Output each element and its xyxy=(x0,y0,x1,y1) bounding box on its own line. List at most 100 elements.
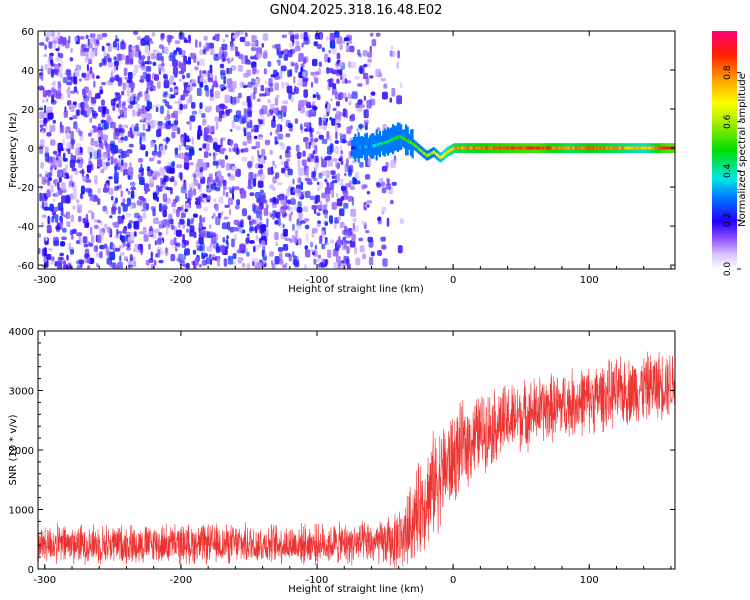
spectrogram-noise-cell xyxy=(223,216,229,220)
spectrogram-noise-cell xyxy=(160,33,165,39)
spectrogram-frame xyxy=(37,30,676,270)
spectrogram-noise-cell xyxy=(246,251,250,257)
spectrogram-noise-cell xyxy=(351,233,356,242)
spectrogram-noise-cell xyxy=(377,216,382,222)
spectrogram-noise-cell xyxy=(82,217,87,224)
spectrogram-noise-cell xyxy=(159,203,162,212)
spectrogram-noise-cell xyxy=(325,259,328,266)
spectrogram-noise-cell xyxy=(112,40,118,48)
spectrogram-noise-cell xyxy=(344,231,351,239)
spectrogram-trace-cell xyxy=(393,137,396,141)
spectrogram-trace-cell xyxy=(418,147,421,151)
spectrogram-noise-cell xyxy=(68,35,71,44)
colorbar-gradient xyxy=(712,31,737,269)
spectrogram-noise-cell xyxy=(155,106,159,113)
spectrogram-noise-cell xyxy=(211,85,215,90)
spectrogram-noise-cell xyxy=(280,206,286,214)
spectrogram-noise-cell xyxy=(345,49,351,53)
spectrogram-noise-cell xyxy=(50,99,57,105)
spectrogram-noise-cell xyxy=(71,167,77,172)
spectrogram-noise-cell xyxy=(310,154,315,159)
spectrogram-trace-cell xyxy=(458,146,462,150)
spectrogram-noise-cell xyxy=(115,247,121,252)
spectrogram-noise-cell xyxy=(78,215,82,222)
spectrogram-trace-cell xyxy=(517,146,520,150)
spectrogram-noise-cell xyxy=(55,48,60,52)
snr-series-layer xyxy=(38,351,675,568)
spectrogram-noise-cell xyxy=(127,167,134,176)
spectrogram-noise-cell xyxy=(80,185,85,195)
spectrogram-noise-cell xyxy=(185,193,188,200)
spectrogram-noise-cell xyxy=(315,162,319,170)
snr-x-label: Height of straight line (km) xyxy=(288,584,424,595)
snr-series-line xyxy=(38,351,675,568)
spectrogram-noise-cell xyxy=(63,260,67,266)
spectrogram-noise-cell xyxy=(79,170,85,174)
spectrogram-noise-cell xyxy=(148,125,151,131)
spectrogram-noise-cell xyxy=(349,240,356,248)
spectrogram-noise-cell xyxy=(113,131,119,140)
spectrogram-noise-cell xyxy=(268,87,274,92)
spectrogram-noise-cell xyxy=(208,152,212,157)
spectrogram-noise-cell xyxy=(304,249,311,258)
spectrogram-noise-cell xyxy=(295,32,300,36)
spectrogram-y-label: Frequency (Hz) xyxy=(8,112,19,188)
spectrogram-trace-cell xyxy=(489,146,493,150)
spectrogram-noise-cell xyxy=(376,183,382,188)
spectrogram-noise-cell xyxy=(213,142,218,150)
spectrogram-noise-cell xyxy=(251,36,257,42)
spectrogram-noise-cell xyxy=(202,49,206,54)
spectrogram-noise-cell xyxy=(386,177,390,183)
spectrogram-noise-cell xyxy=(245,32,248,38)
spectrogram-noise-cell xyxy=(39,145,44,155)
spectrogram-trace-cell xyxy=(663,146,666,150)
spectrogram-trace-cell xyxy=(664,146,667,150)
spectrogram-trace-cell xyxy=(625,146,628,150)
spectrogram-noise-cell xyxy=(269,184,275,190)
spectrogram-noise-cell xyxy=(335,101,340,107)
spectrogram-noise-cell xyxy=(107,57,112,63)
spectrogram-noise-cell xyxy=(70,104,75,113)
spectrogram-noise-cell xyxy=(103,223,108,230)
snr-panel: -300 -200 -100 0 100 0 1000 2000 3000 4000 Heigh… xyxy=(8,327,676,595)
spectrogram-noise-cell xyxy=(356,128,360,132)
spectrogram-noise-cell xyxy=(331,78,334,84)
spectrogram-noise-cell xyxy=(40,128,46,133)
spectrogram-noise-cell xyxy=(311,171,316,179)
spectrogram-noise-cell xyxy=(193,231,197,239)
spectrogram-noise-cell xyxy=(278,252,283,261)
spectrogram-noise-cell xyxy=(312,150,315,155)
spectrogram-noise-cell xyxy=(380,181,386,187)
spectrogram-noise-cell xyxy=(126,79,133,83)
spectrogram-noise-cell xyxy=(290,96,294,103)
spectrogram-noise-cell xyxy=(279,70,283,80)
spectrogram-noise-cell xyxy=(66,254,69,261)
spectrogram-noise-cell xyxy=(181,49,186,58)
spectrogram-noise-cell xyxy=(227,221,231,231)
spectrogram-noise-cell xyxy=(317,220,321,225)
spectrogram-noise-cell xyxy=(126,247,131,251)
spectrogram-noise-cell xyxy=(247,99,251,108)
spectrogram-noise-cell xyxy=(177,253,184,263)
spectrogram-noise-cell xyxy=(55,206,59,210)
spectrogram-noise-cell xyxy=(89,151,92,159)
spectrogram-noise-cell xyxy=(221,147,227,152)
spectrogram-noise-cell xyxy=(311,205,318,210)
spectrogram-noise-cell xyxy=(209,64,213,74)
spectrogram-noise-cell xyxy=(310,241,314,248)
spectrogram-noise-cell xyxy=(102,106,106,115)
spectrogram-noise-cell xyxy=(197,129,203,137)
spectrogram-noise-cell xyxy=(368,239,374,248)
spectrogram-noise-cell xyxy=(274,164,277,169)
spectrogram-trace-cell xyxy=(627,146,630,150)
spectrogram-noise-cell xyxy=(57,142,63,152)
spectrogram-noise-cell xyxy=(121,235,126,243)
snr-y-tick-label: 3000 xyxy=(9,387,34,398)
spectrogram-trace-cell xyxy=(589,146,592,150)
spectrogram-trace-cell xyxy=(447,149,450,153)
spectrogram-noise-cell xyxy=(68,181,75,187)
spectrogram-noise-cell xyxy=(212,160,219,166)
spectrogram-trace-cell xyxy=(558,146,561,150)
spectrogram-noise-cell xyxy=(359,161,364,168)
spectrogram-noise-cell xyxy=(120,41,125,50)
